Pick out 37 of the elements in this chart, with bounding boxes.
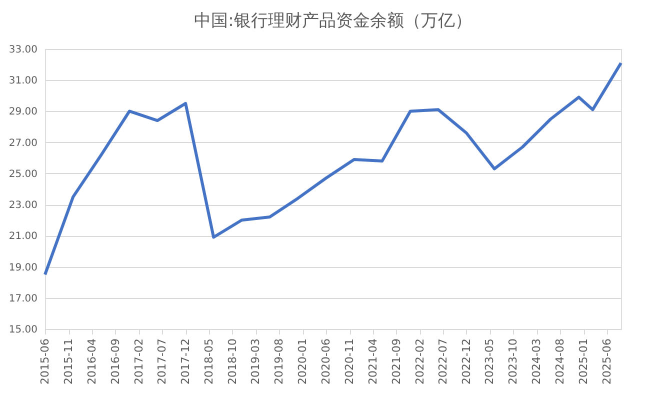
x-tick-label: 2020-06 <box>320 338 332 384</box>
x-tick-label: 2024-08 <box>554 338 567 384</box>
x-tick-label: 2022-07 <box>436 338 450 384</box>
x-tick-label: 2022-12 <box>460 338 473 384</box>
x-tick-label: 2017-12 <box>179 338 192 384</box>
chart-title: 中国:银行理财产品资金余额（万亿） <box>194 11 472 31</box>
x-tick-label: 2018-05 <box>202 338 216 384</box>
y-tick-label: 27.00 <box>8 138 38 149</box>
y-tick-label: 29.00 <box>8 106 38 118</box>
x-tick-label: 2020-11 <box>343 338 356 384</box>
x-tick-label: 2019-03 <box>249 338 262 384</box>
x-tick-label: 2017-02 <box>132 338 146 384</box>
x-tick-label: 2019-08 <box>272 338 286 384</box>
y-tick-label: 23.00 <box>8 200 38 212</box>
x-tick-label: 2022-02 <box>413 338 426 384</box>
y-tick-label: 25.00 <box>8 168 38 180</box>
x-tick-label: 2016-04 <box>85 338 98 384</box>
x-tick-label: 2023-10 <box>506 338 520 384</box>
y-tick-label: 19.00 <box>8 262 38 274</box>
x-tick-label: 2018-10 <box>226 338 239 384</box>
line-series <box>44 62 622 276</box>
y-tick-label: 31.00 <box>8 76 38 87</box>
x-tick-label: 2025-01 <box>577 338 590 384</box>
y-tick-label: 17.00 <box>8 293 38 304</box>
y-tick-label: 21.00 <box>8 231 38 242</box>
x-tick-label: 2023-05 <box>483 338 496 384</box>
x-tick-label: 2015-11 <box>62 338 76 384</box>
x-tick-label: 2016-09 <box>108 338 122 384</box>
x-tick-label: 2025-06 <box>600 338 614 384</box>
x-tick-label: 2015-06 <box>38 338 52 384</box>
x-tick-label: 2024-03 <box>530 338 544 384</box>
y-tick-label: 15.00 <box>8 324 38 336</box>
x-tick-label: 2017-07 <box>156 338 169 384</box>
x-tick-label: 2021-04 <box>366 338 380 384</box>
x-tick-label: 2020-01 <box>296 338 310 384</box>
x-tick-label: 2021-09 <box>390 338 403 384</box>
y-tick-label: 33.00 <box>8 44 38 56</box>
